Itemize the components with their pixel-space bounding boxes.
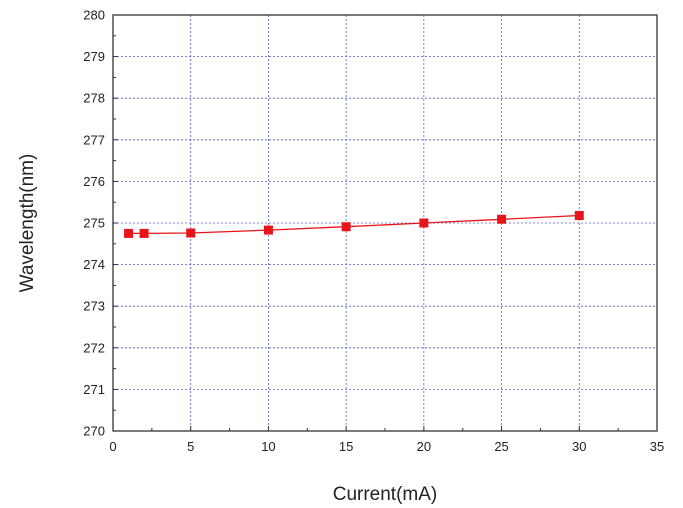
- x-tick-label: 0: [109, 439, 116, 454]
- data-point: [574, 211, 584, 221]
- x-tick-labels: 0 5 10 15 20 25 30 35: [109, 439, 664, 454]
- y-tick-label: 280: [83, 8, 105, 23]
- data-point: [186, 228, 196, 238]
- y-tick-label: 277: [83, 132, 105, 147]
- y-tick-label: 273: [83, 299, 105, 314]
- x-axis-label: Current(mA): [333, 484, 438, 505]
- x-tick-label: 5: [187, 439, 194, 454]
- y-tick-label: 278: [83, 91, 105, 106]
- x-tick-label: 15: [339, 439, 353, 454]
- series-line: [128, 214, 580, 235]
- y-tick-labels: 270 271 272 273 274 275 276 277 278 279 280: [83, 8, 105, 439]
- data-point: [139, 228, 149, 238]
- data-point: [263, 225, 273, 235]
- y-tick-label: 270: [83, 424, 105, 439]
- y-axis-label: Wavelength(nm): [17, 154, 38, 293]
- grid-lines: [113, 15, 657, 431]
- y-tick-label: 275: [83, 216, 105, 231]
- data-point: [419, 218, 429, 228]
- series-layer: [124, 211, 584, 238]
- plot-frame: [112, 14, 658, 432]
- x-tick-label: 20: [417, 439, 431, 454]
- x-tick-label: 35: [650, 439, 664, 454]
- y-tick-label: 276: [83, 174, 105, 189]
- x-tick-label: 25: [494, 439, 508, 454]
- y-tick-label: 271: [83, 382, 105, 397]
- y-tick-label: 272: [83, 340, 105, 355]
- data-point: [124, 228, 134, 238]
- data-point: [497, 214, 507, 224]
- data-point: [341, 222, 351, 232]
- x-tick-label: 10: [261, 439, 275, 454]
- x-tick-label: 30: [572, 439, 586, 454]
- y-tick-label: 274: [83, 257, 105, 272]
- y-tick-label: 279: [83, 49, 105, 64]
